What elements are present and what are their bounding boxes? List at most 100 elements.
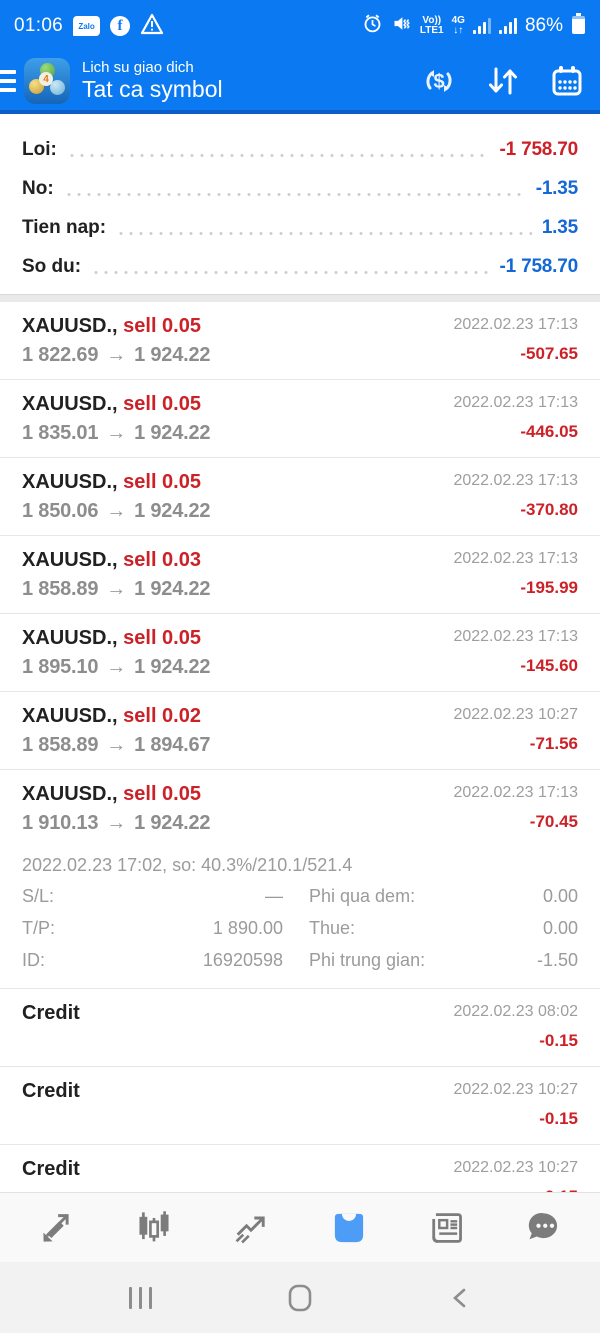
credit-row[interactable]: Credit 2022.02.23 10:27 -0.15 bbox=[0, 1067, 600, 1145]
open-price: 1 822.69 bbox=[22, 344, 99, 366]
dotted-leader bbox=[116, 218, 532, 237]
id-value: 16920598 bbox=[202, 950, 283, 970]
arrow-icon: → bbox=[106, 500, 127, 522]
summary-label: No: bbox=[22, 177, 54, 199]
trade-side: sell 0.02 bbox=[123, 705, 201, 727]
open-price: 1 850.06 bbox=[22, 500, 99, 522]
open-price: 1 835.01 bbox=[22, 422, 99, 444]
trade-profit: -70.45 bbox=[529, 812, 578, 831]
trade-symbol: XAUUSD., bbox=[22, 549, 118, 571]
account-summary: Loi: -1 758.70 No: -1.35 Tien nap: 1.35 … bbox=[0, 114, 600, 294]
trade-row[interactable]: XAUUSD., sell 0.03 1 858.89 → 1 924.22 202… bbox=[0, 536, 600, 614]
trade-row[interactable]: XAUUSD., sell 0.05 1 835.01 → 1 924.22 202… bbox=[0, 380, 600, 458]
trade-side: sell 0.05 bbox=[123, 393, 201, 415]
trade-symbol: XAUUSD., bbox=[22, 705, 118, 727]
dotted-leader bbox=[91, 257, 490, 276]
trade-datetime: 2022.02.23 10:27 bbox=[453, 706, 578, 723]
close-price: 1 924.22 bbox=[134, 578, 211, 600]
summary-value: -1.35 bbox=[535, 177, 579, 199]
trade-profit: -145.60 bbox=[520, 656, 578, 675]
sl-label: S/L: bbox=[22, 886, 55, 906]
tp-label: T/P: bbox=[22, 918, 56, 938]
trade-detail-open-info: 2022.02.23 17:02, so: 40.3%/210.1/521.4 bbox=[22, 855, 353, 875]
trade-row[interactable]: XAUUSD., sell 0.05 1 895.10 → 1 924.22 202… bbox=[0, 614, 600, 692]
credit-datetime: 2022.02.23 10:27 bbox=[453, 1159, 578, 1176]
tab-messages[interactable] bbox=[515, 1204, 571, 1252]
home-button[interactable] bbox=[280, 1278, 320, 1318]
back-icon bbox=[453, 1288, 466, 1307]
metatrader-app-icon: 4 bbox=[24, 58, 70, 104]
commission-value: -1.50 bbox=[536, 950, 578, 970]
close-price: 1 894.67 bbox=[134, 734, 211, 756]
trade-side: sell 0.03 bbox=[123, 549, 201, 571]
candlestick-chart-icon bbox=[139, 1210, 169, 1241]
trade-side: sell 0.05 bbox=[123, 627, 201, 649]
menu-icon[interactable] bbox=[0, 70, 16, 92]
arrow-icon: → bbox=[106, 656, 127, 678]
tab-news[interactable] bbox=[418, 1204, 474, 1252]
trade-row[interactable]: XAUUSD., sell 0.05 1 850.06 → 1 924.22 202… bbox=[0, 458, 600, 536]
tax-label: Thue: bbox=[309, 918, 356, 938]
tp-value: 1 890.00 bbox=[212, 918, 283, 938]
close-price: 1 924.22 bbox=[134, 344, 211, 366]
dotted-leader bbox=[66, 140, 490, 159]
dotted-leader bbox=[63, 179, 526, 198]
tab-quotes[interactable] bbox=[29, 1204, 85, 1252]
arrow-icon: → bbox=[106, 812, 127, 834]
credit-label: Credit bbox=[22, 1158, 80, 1180]
swap-value: 0.00 bbox=[542, 886, 578, 906]
trade-icon bbox=[235, 1216, 265, 1243]
zalo-notification-icon: Zalo bbox=[73, 16, 101, 36]
svg-text:$: $ bbox=[433, 71, 444, 93]
summary-row-profit: Loi: -1 758.70 bbox=[22, 130, 578, 169]
trade-symbol: XAUUSD., bbox=[22, 471, 118, 493]
trade-symbol: XAUUSD., bbox=[22, 783, 118, 805]
summary-value: -1 758.70 bbox=[499, 255, 579, 277]
arrow-icon: → bbox=[106, 578, 127, 600]
back-button[interactable] bbox=[440, 1278, 480, 1318]
tax-value: 0.00 bbox=[542, 918, 578, 938]
credit-datetime: 2022.02.23 08:02 bbox=[453, 1003, 578, 1020]
close-price: 1 924.22 bbox=[134, 812, 211, 834]
warning-icon bbox=[140, 13, 164, 40]
credit-label: Credit bbox=[22, 1080, 80, 1102]
open-price: 1 858.89 bbox=[22, 734, 99, 756]
trade-datetime: 2022.02.23 17:13 bbox=[453, 784, 578, 801]
app-bar: 4 Lich su giao dich Tat ca symbol $ bbox=[0, 52, 600, 114]
mute-icon bbox=[391, 13, 412, 39]
recents-button[interactable] bbox=[120, 1278, 160, 1318]
trade-prices: 1 835.01 → 1 924.22 bbox=[22, 419, 211, 448]
trade-datetime: 2022.02.23 17:13 bbox=[453, 550, 578, 567]
trade-detail-panel: 2022.02.23 17:02, so: 40.3%/210.1/521.4 … bbox=[0, 848, 600, 989]
open-price: 1 895.10 bbox=[22, 656, 99, 678]
summary-label: Tien nap: bbox=[22, 216, 107, 238]
bottom-navigation bbox=[0, 1192, 600, 1262]
trade-symbol: XAUUSD., bbox=[22, 627, 118, 649]
credit-label: Credit bbox=[22, 1002, 80, 1024]
summary-value: -1 758.70 bbox=[499, 138, 579, 160]
header-titles: Lich su giao dich Tat ca symbol bbox=[82, 59, 223, 103]
chat-icon bbox=[529, 1212, 558, 1239]
trade-side: sell 0.05 bbox=[123, 471, 201, 493]
trade-row[interactable]: XAUUSD., sell 0.02 1 858.89 → 1 894.67 202… bbox=[0, 692, 600, 770]
sort-icon[interactable] bbox=[486, 64, 520, 98]
close-price: 1 924.22 bbox=[134, 422, 211, 444]
swap-label: Phi qua dem: bbox=[309, 886, 416, 906]
battery-percentage: 86% bbox=[524, 15, 563, 36]
tab-trade[interactable] bbox=[223, 1204, 279, 1252]
clock-time: 01:06 bbox=[14, 15, 64, 36]
summary-label: Loi: bbox=[22, 138, 57, 160]
trade-profit: -71.56 bbox=[529, 734, 578, 753]
tab-history[interactable] bbox=[321, 1204, 377, 1252]
trade-datetime: 2022.02.23 17:13 bbox=[453, 472, 578, 489]
credit-row[interactable]: Credit 2022.02.23 08:02 -0.15 bbox=[0, 989, 600, 1067]
tab-charts[interactable] bbox=[126, 1204, 182, 1252]
alarm-icon bbox=[362, 13, 383, 39]
calendar-icon[interactable] bbox=[550, 64, 584, 98]
trade-row-expanded[interactable]: XAUUSD., sell 0.05 1 910.13 → 1 924.22 202… bbox=[0, 770, 600, 848]
trade-row[interactable]: XAUUSD., sell 0.05 1 822.69 → 1 924.22 202… bbox=[0, 302, 600, 380]
recents-icon bbox=[128, 1286, 152, 1309]
currency-exchange-icon[interactable]: $ bbox=[422, 64, 456, 98]
trade-prices: 1 910.13 → 1 924.22 bbox=[22, 809, 211, 838]
